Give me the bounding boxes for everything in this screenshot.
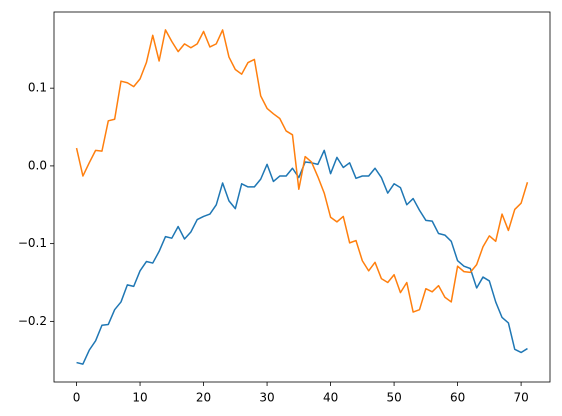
x-tick-label: 50 [386,391,401,405]
line-series [75,29,529,313]
x-tick-label: 70 [513,391,528,405]
y-tick-label: −0.1 [18,236,47,250]
axes-frame [53,11,551,383]
x-tick-label: 10 [132,391,147,405]
y-tick-label: 0.1 [28,81,47,95]
x-tick-label: 60 [450,391,465,405]
y-tick-label: −0.2 [18,314,47,328]
x-tick-label: 0 [73,391,81,405]
x-tick-label: 40 [323,391,338,405]
y-tick-label: 0.0 [28,158,47,172]
x-tick-label: 30 [259,391,274,405]
x-tick-label: 20 [196,391,211,405]
